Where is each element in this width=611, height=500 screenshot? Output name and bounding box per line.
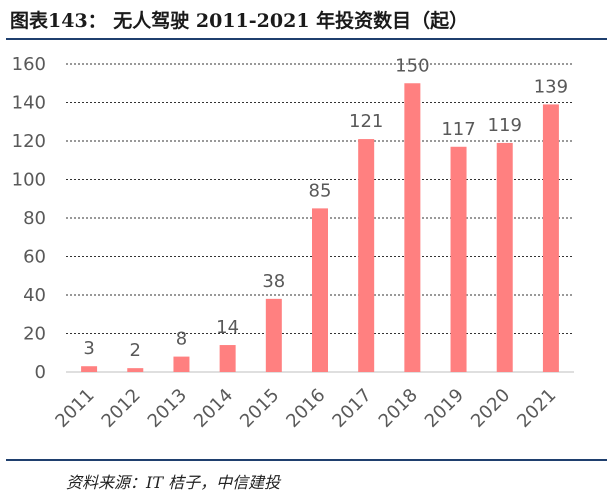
bar-2014: [219, 345, 236, 372]
y-axis-ticks: 0 20 40 60 80 100 120 140 160: [12, 54, 46, 383]
x-tick-label-2015: 2015: [236, 385, 283, 432]
y-tick-label-140: 140: [12, 93, 46, 114]
data-label-2013: 8: [176, 329, 187, 350]
bar-2019: [450, 146, 467, 372]
bottom-rule: [6, 459, 607, 461]
bars: [81, 83, 559, 373]
bar-2011: [81, 366, 98, 372]
x-tick-label-2016: 2016: [282, 385, 329, 432]
bar-2020: [496, 142, 513, 372]
bar-2013: [173, 356, 190, 372]
data-labels: 3 2 8 14 38 85 121 150 117 119 139: [83, 55, 568, 361]
x-axis-ticks: 2011201220132014201520162017201820192020…: [51, 385, 560, 432]
y-tick-label-120: 120: [12, 131, 46, 152]
x-tick-label-2020: 2020: [467, 385, 514, 432]
bar-2021: [542, 104, 559, 373]
figure-title: 图表143： 无人驾驶 2011-2021 年投资数目（起）: [10, 10, 469, 32]
data-label-2020: 119: [488, 115, 522, 136]
data-label-2018: 150: [395, 55, 429, 76]
data-label-2012: 2: [130, 340, 141, 361]
y-tick-label-100: 100: [12, 170, 46, 191]
bar-2015: [265, 298, 282, 372]
source-note: 资料来源：IT 桔子，中信建投: [66, 473, 281, 492]
data-label-2017: 121: [349, 111, 383, 132]
y-tick-label-80: 80: [23, 208, 46, 229]
data-label-2016: 85: [309, 180, 332, 201]
x-tick-label-2013: 2013: [144, 385, 191, 432]
y-tick-label-160: 160: [12, 54, 46, 75]
x-tick-label-2014: 2014: [190, 385, 237, 432]
x-tick-label-2019: 2019: [421, 385, 468, 432]
data-label-2011: 3: [83, 338, 94, 359]
x-tick-label-2021: 2021: [513, 385, 560, 432]
x-tick-label-2018: 2018: [375, 385, 422, 432]
y-tick-label-60: 60: [23, 247, 46, 268]
bar-chart: 0 20 40 60 80 100 120 140 160 3 2 8 14 38 85 121 150 117…: [12, 54, 574, 432]
data-label-2019: 117: [441, 119, 475, 140]
y-tick-label-20: 20: [23, 324, 46, 345]
data-label-2021: 139: [534, 76, 568, 97]
x-tick-label-2017: 2017: [328, 385, 375, 432]
bar-2012: [127, 368, 144, 372]
bar-2017: [358, 139, 375, 372]
data-label-2014: 14: [216, 317, 239, 338]
top-rule: [6, 38, 607, 40]
bar-2016: [312, 208, 328, 372]
x-tick-label-2011: 2011: [51, 385, 98, 432]
x-tick-label-2012: 2012: [98, 385, 145, 432]
y-tick-label-0: 0: [35, 362, 46, 383]
bar-2018: [404, 83, 421, 372]
y-tick-label-40: 40: [23, 285, 46, 306]
data-label-2015: 38: [262, 271, 285, 292]
